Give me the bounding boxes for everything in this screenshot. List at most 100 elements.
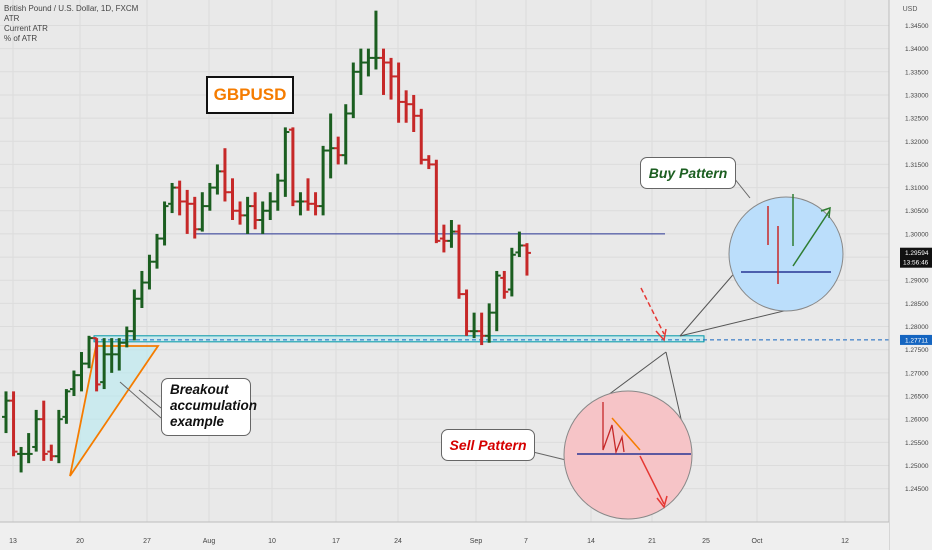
price-bar bbox=[364, 48, 373, 77]
sell-price-path bbox=[602, 402, 625, 455]
price-bar bbox=[32, 409, 41, 452]
price-axis-panel bbox=[889, 0, 932, 550]
price-bar bbox=[266, 192, 275, 221]
price-bar bbox=[258, 201, 267, 234]
time-tick-label: Aug bbox=[203, 538, 216, 545]
sell-zoom-line bbox=[603, 351, 667, 399]
time-tick-label: Oct bbox=[752, 538, 763, 545]
price-bar bbox=[296, 192, 305, 216]
support-zone bbox=[93, 335, 705, 343]
price-bar bbox=[77, 352, 86, 392]
price-tick-label: 1.26000 bbox=[905, 417, 929, 424]
buy-up-arrow-head bbox=[820, 206, 831, 219]
price-bar bbox=[9, 391, 18, 457]
current-price-label: 1.29594 bbox=[905, 250, 929, 257]
price-bar bbox=[515, 231, 524, 258]
price-tick-label: 1.24500 bbox=[905, 486, 929, 493]
breakout-callout: Breakout accumulation example bbox=[161, 378, 257, 436]
price-bar bbox=[251, 192, 260, 230]
buy-zoom-line bbox=[679, 308, 793, 337]
price-bar bbox=[379, 48, 388, 95]
level-price-badge bbox=[900, 334, 932, 345]
time-tick-label: 25 bbox=[702, 538, 710, 545]
time-axis-panel bbox=[0, 522, 889, 550]
price-bar bbox=[349, 62, 358, 119]
time-tick-label: Sep bbox=[470, 538, 483, 545]
time-tick-label: 21 bbox=[648, 538, 656, 545]
price-bar bbox=[319, 145, 328, 216]
price-bar bbox=[85, 335, 94, 369]
price-bar bbox=[2, 391, 10, 434]
price-bar bbox=[311, 192, 320, 216]
time-tick-label: 7 bbox=[524, 538, 528, 545]
price-tick-label: 1.28000 bbox=[905, 324, 929, 331]
price-bar bbox=[100, 338, 109, 390]
currency-label: USD bbox=[903, 6, 918, 13]
price-bar bbox=[122, 326, 131, 348]
price-tick-label: 1.30000 bbox=[905, 231, 929, 238]
annotation-shapes bbox=[119, 177, 844, 520]
price-bar bbox=[356, 48, 365, 95]
price-tick-label: 1.33000 bbox=[905, 92, 929, 99]
time-tick-label: 13 bbox=[9, 538, 17, 545]
price-bar bbox=[175, 180, 184, 216]
price-bar bbox=[341, 104, 350, 165]
price-bar bbox=[409, 94, 418, 133]
price-bar bbox=[522, 243, 531, 276]
price-tick-label: 1.25500 bbox=[905, 440, 929, 447]
price-tick-label: 1.32000 bbox=[905, 139, 929, 146]
price-tick-label: 1.33500 bbox=[905, 69, 929, 76]
buy-pattern-callout: Buy Pattern bbox=[640, 157, 736, 189]
price-tick-label: 1.28500 bbox=[905, 301, 929, 308]
price-bar bbox=[470, 312, 479, 339]
sell-pattern-callout: Sell Pattern bbox=[441, 429, 535, 461]
level-price-label: 1.27711 bbox=[905, 337, 928, 344]
price-bar bbox=[160, 201, 169, 246]
sell-down-arrow bbox=[639, 455, 665, 505]
indicator-percent-atr[interactable]: % of ATR bbox=[4, 34, 38, 43]
buy-up-arrow bbox=[792, 209, 831, 267]
price-bar bbox=[507, 247, 516, 297]
price-bar bbox=[288, 127, 297, 207]
price-bar bbox=[153, 233, 161, 269]
time-tick-label: 24 bbox=[394, 538, 402, 545]
price-bar bbox=[145, 254, 154, 290]
buy-pattern-circle bbox=[728, 196, 844, 312]
indicator-atr[interactable]: ATR bbox=[4, 14, 20, 23]
price-bar bbox=[168, 182, 177, 214]
time-tick-label: 14 bbox=[587, 538, 595, 545]
price-bar bbox=[220, 148, 229, 202]
time-tick-label: 10 bbox=[268, 538, 276, 545]
price-bar bbox=[485, 303, 494, 343]
sell-pattern-circle bbox=[563, 390, 693, 520]
time-tick-label: 20 bbox=[76, 538, 84, 545]
price-bar bbox=[17, 446, 26, 473]
indicator-current-atr[interactable]: Current ATR bbox=[4, 24, 48, 33]
price-bar bbox=[47, 444, 56, 461]
price-bar bbox=[387, 57, 396, 100]
time-tick-label: 17 bbox=[332, 538, 340, 545]
price-tick-label: 1.30500 bbox=[905, 208, 929, 215]
price-tick-label: 1.25000 bbox=[905, 463, 929, 470]
price-bar bbox=[198, 192, 207, 232]
price-bar bbox=[273, 173, 282, 211]
price-bar bbox=[424, 155, 433, 170]
price-bar bbox=[24, 433, 33, 464]
price-bar bbox=[371, 10, 380, 70]
price-bar bbox=[432, 159, 441, 244]
chart-title: GBPUSD bbox=[206, 76, 294, 114]
price-bar bbox=[455, 224, 463, 299]
price-bar bbox=[304, 178, 312, 211]
price-bar bbox=[500, 270, 509, 299]
projection-arrow-head bbox=[655, 328, 667, 342]
price-bar bbox=[69, 370, 78, 397]
price-tick-label: 1.34000 bbox=[905, 46, 929, 53]
price-bar bbox=[62, 389, 71, 424]
price-bar bbox=[243, 196, 252, 234]
price-tick-label: 1.31000 bbox=[905, 185, 929, 192]
price-bar bbox=[183, 189, 192, 234]
breakout-pointer bbox=[138, 389, 162, 409]
